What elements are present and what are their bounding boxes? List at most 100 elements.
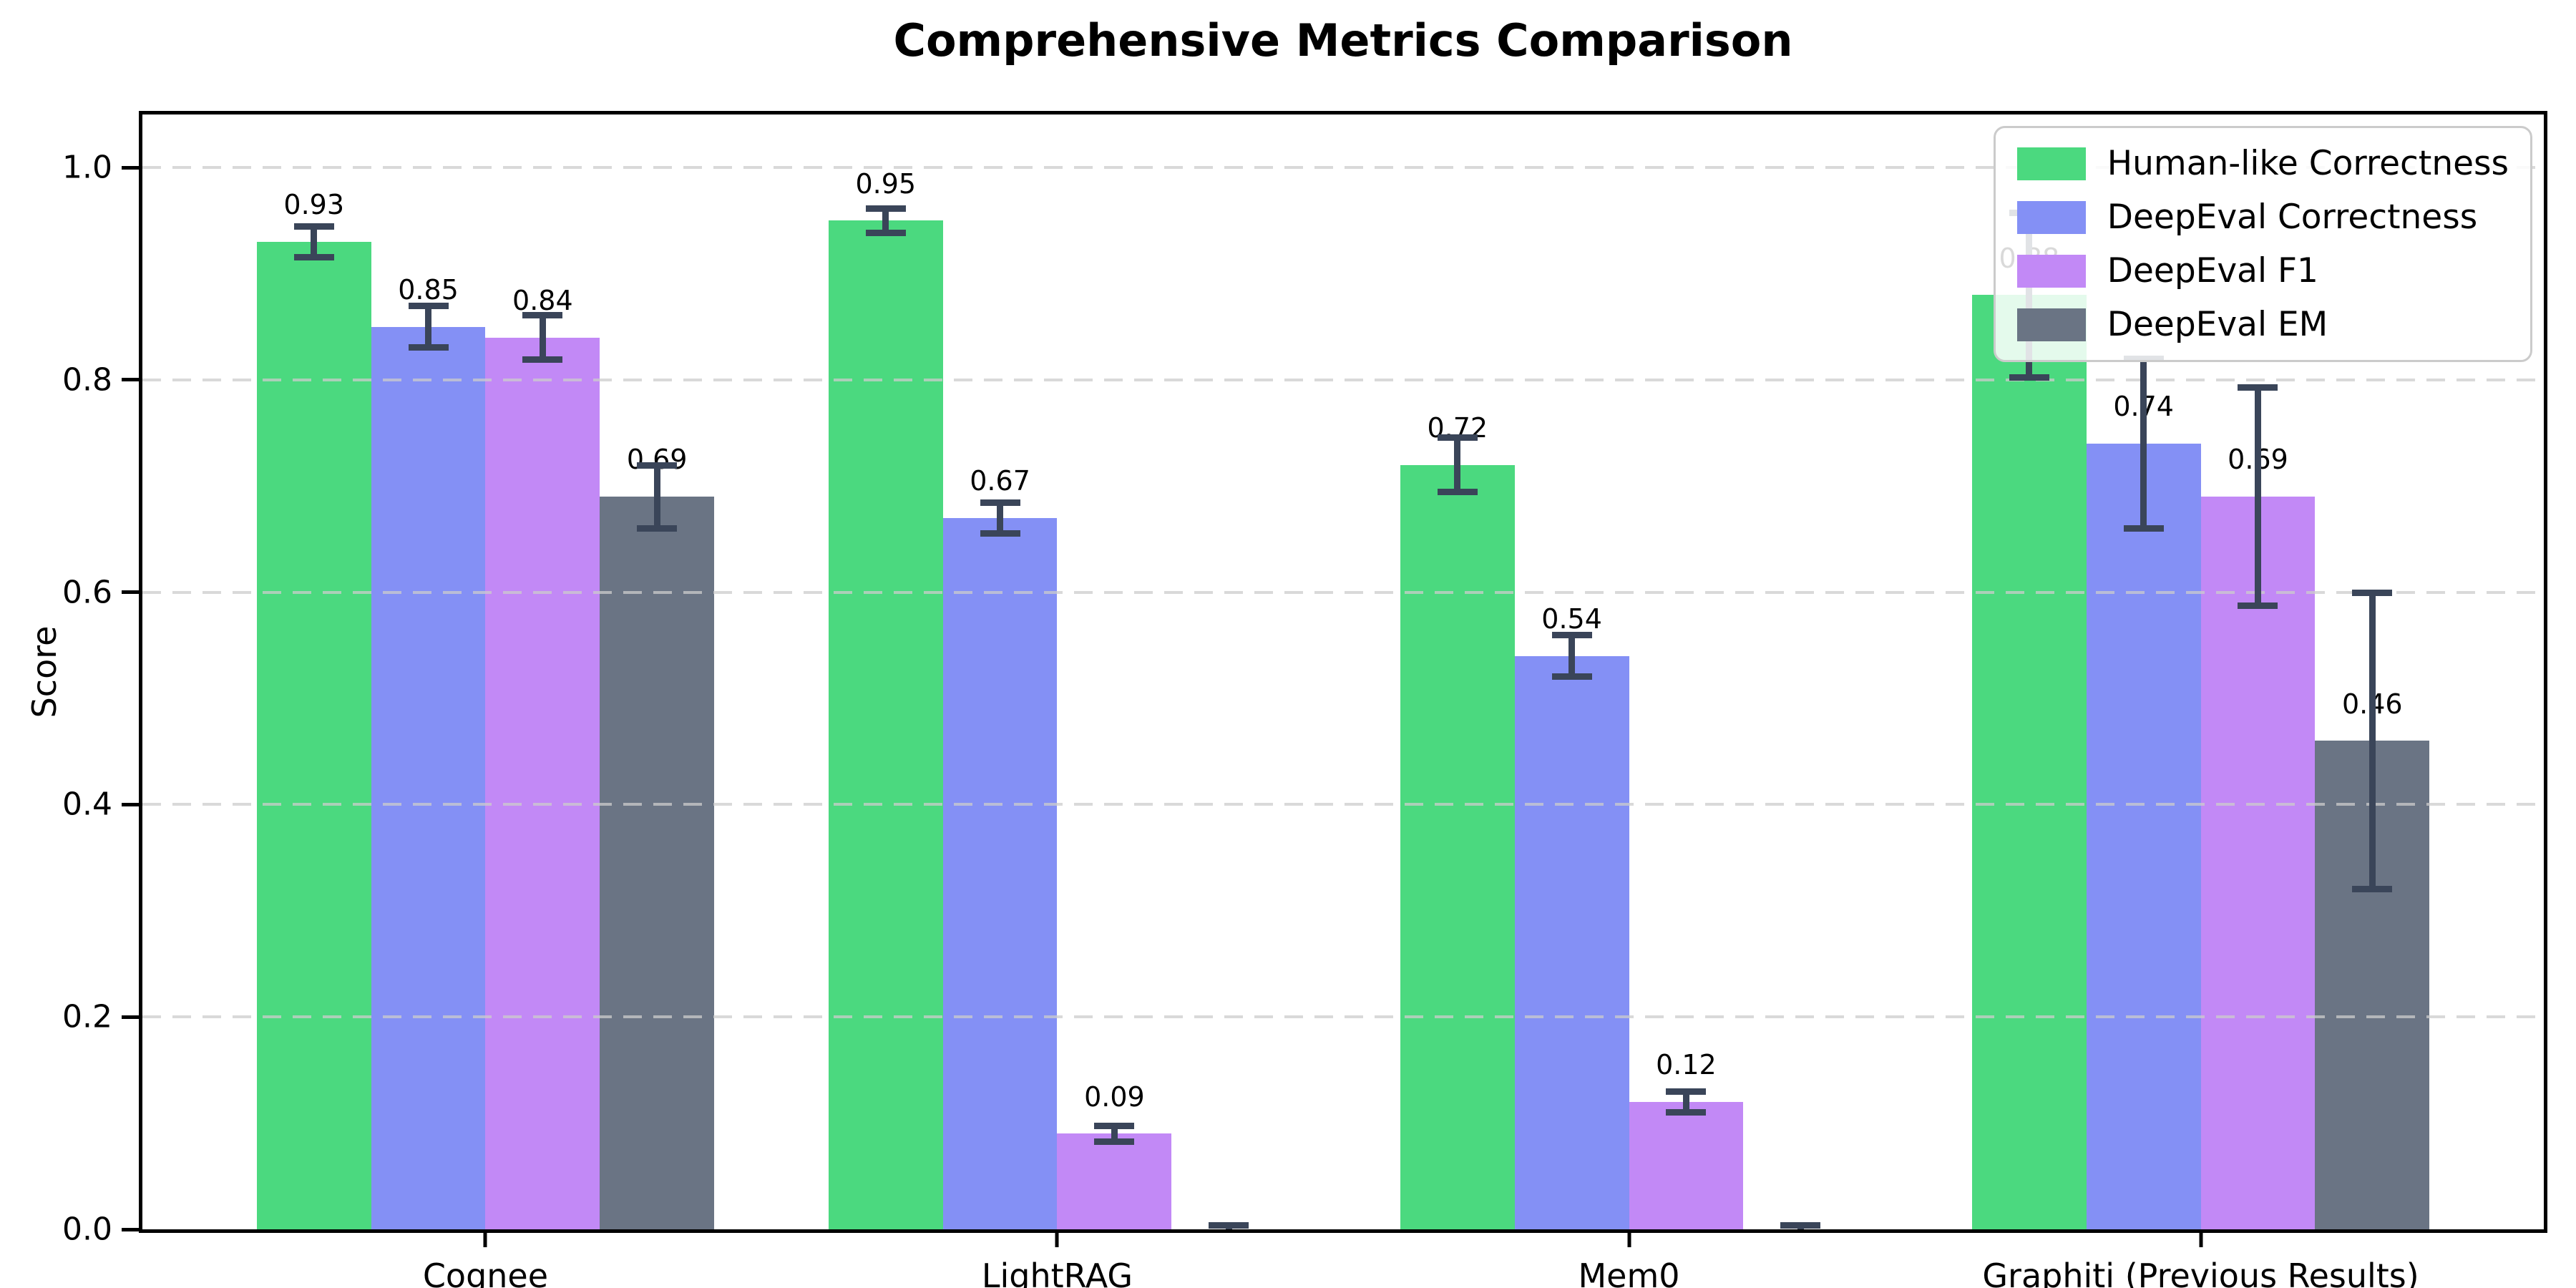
x-axis-tick (1627, 1233, 1631, 1247)
error-bar-cap-bottom (2238, 602, 2278, 609)
error-bar-cap-top (980, 499, 1020, 506)
error-bar-cap-bottom (1551, 673, 1592, 680)
bar-value-label: 0.09 (1084, 1080, 1145, 1113)
y-axis-tick (122, 590, 139, 595)
y-axis-label: Score (25, 625, 64, 718)
bar-value-label: 0.12 (1656, 1049, 1717, 1081)
bar (2086, 443, 2201, 1229)
x-axis-tick (1055, 1233, 1059, 1247)
bar (1629, 1101, 1744, 1229)
error-bar-line (425, 306, 432, 348)
error-bar-line (1111, 1125, 1118, 1143)
legend-label: Human-like Correctness (2107, 144, 2509, 183)
bar (1514, 655, 1629, 1229)
plot-area: 0.930.950.720.880.850.670.540.740.840.09… (62, 111, 2547, 1288)
bar-value-label: 0.84 (512, 284, 573, 316)
y-axis-tick-label: 0.4 (62, 786, 112, 823)
x-axis-tick-label: LightRAG (981, 1257, 1133, 1288)
error-bar-line (539, 315, 546, 360)
y-axis-tick (122, 802, 139, 806)
error-bar-line (997, 502, 1004, 535)
error-bar-cap-bottom (1094, 1138, 1135, 1146)
error-bar-line (2254, 387, 2261, 606)
x-axis-tick (483, 1233, 487, 1247)
bar (1971, 295, 2087, 1229)
y-axis-tick (122, 165, 139, 170)
error-bar-cap-bottom (1437, 489, 1478, 496)
bar (1400, 464, 1515, 1229)
bar (256, 242, 371, 1229)
error-bar-cap-bottom (1666, 1108, 1707, 1116)
bar (600, 497, 715, 1229)
error-bar-cap-top (1551, 632, 1592, 639)
bar (371, 326, 486, 1229)
error-bar-cap-top (2238, 384, 2278, 391)
error-bar-cap-top (293, 223, 334, 230)
gridline (142, 166, 2544, 170)
error-bar-line (2368, 592, 2376, 890)
gridline (142, 378, 2544, 381)
y-axis-tick-label: 0.8 (62, 361, 112, 399)
error-bar-cap-top (2352, 589, 2393, 596)
gridline (142, 590, 2544, 594)
error-bar-cap-bottom (408, 344, 449, 351)
error-bar-cap-bottom (2009, 374, 2049, 381)
bar (1057, 1133, 1172, 1229)
error-bar-cap-bottom (293, 254, 334, 261)
y-axis-tick (122, 378, 139, 382)
error-bar-cap-top (1094, 1122, 1135, 1129)
bar (942, 517, 1058, 1229)
legend-label: DeepEval EM (2107, 305, 2328, 344)
legend-swatch (2016, 147, 2086, 180)
error-bar-line (1454, 437, 1461, 493)
error-bar-cap-bottom (637, 525, 678, 532)
error-bar-cap-bottom (980, 530, 1020, 537)
x-axis-tick (2199, 1233, 2203, 1247)
bar-value-label: 0.54 (1541, 603, 1602, 635)
y-axis-tick-label: 1.0 (62, 149, 112, 186)
error-bar-cap-bottom (2123, 525, 2164, 532)
error-bar-line (653, 464, 660, 529)
error-bar-cap-top (637, 462, 678, 469)
legend-item: DeepEval EM (2016, 305, 2509, 344)
legend-label: DeepEval F1 (2107, 251, 2318, 291)
gridline (142, 1015, 2544, 1019)
error-bar-line (1682, 1091, 1689, 1113)
bar (2200, 497, 2316, 1229)
legend: Human-like Correctness DeepEval Correctne… (1993, 126, 2532, 362)
legend-item: Human-like Correctness (2016, 144, 2509, 183)
x-axis-tick-label: Mem0 (1578, 1257, 1680, 1288)
legend-swatch (2016, 254, 2086, 288)
legend-label: DeepEval Correctness (2107, 197, 2478, 237)
legend-item: DeepEval Correctness (2016, 197, 2509, 237)
error-bar-cap-top (522, 312, 563, 319)
error-bar-line (1568, 635, 1576, 678)
y-axis-tick (122, 1015, 139, 1019)
y-axis-tick (122, 1227, 139, 1231)
error-bar-cap-top (1437, 434, 1478, 441)
error-bar-cap-top (865, 205, 906, 212)
bar (485, 337, 600, 1229)
y-axis-tick-label: 0.6 (62, 574, 112, 611)
bar-value-label: 0.95 (855, 167, 917, 200)
error-bar-cap-top (408, 303, 449, 310)
gridline (142, 803, 2544, 806)
error-bar-line (311, 225, 318, 258)
error-bar-cap-top (1666, 1088, 1707, 1096)
error-bar-cap-bottom (522, 356, 563, 363)
bar-value-label: 0.67 (970, 465, 1030, 497)
chart-title: Comprehensive Metrics Comparison (893, 14, 1793, 67)
legend-swatch (2016, 308, 2086, 341)
bar-value-label: 0.85 (398, 274, 459, 306)
bar (828, 220, 943, 1229)
error-bar-cap-top (1780, 1222, 1821, 1229)
error-bar-line (2140, 358, 2147, 529)
y-axis-tick-label: 0.0 (62, 1211, 112, 1248)
legend-item: DeepEval F1 (2016, 251, 2509, 291)
y-axis-tick-label: 0.2 (62, 998, 112, 1035)
x-axis-tick-label: Graphiti (Previous Results) (1982, 1257, 2419, 1288)
bar-value-label: 0.93 (283, 189, 345, 221)
error-bar-cap-bottom (865, 230, 906, 237)
error-bar-cap-top (1209, 1222, 1249, 1229)
